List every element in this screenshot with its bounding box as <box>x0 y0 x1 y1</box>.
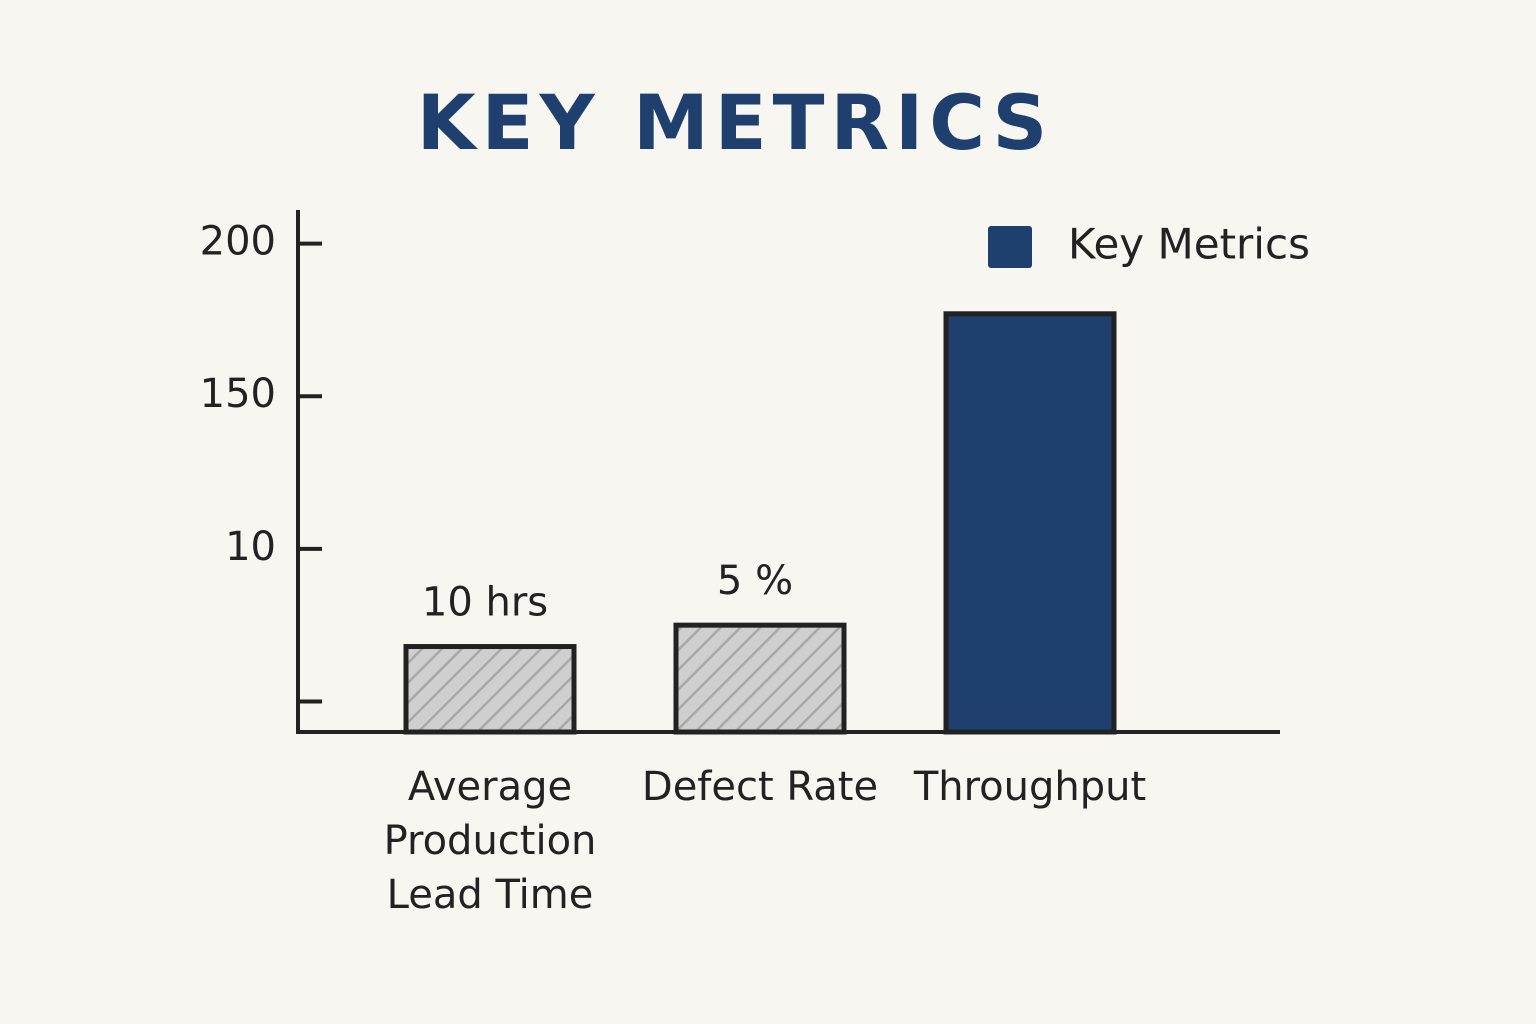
bar <box>673 622 847 735</box>
legend-swatch <box>988 226 1032 268</box>
bar <box>943 311 1117 735</box>
chart-title: KEY METRICS <box>417 78 1053 167</box>
x-tick-label: Average Production Lead Time <box>383 764 597 918</box>
x-tick-label: Defect Rate <box>641 764 879 810</box>
bar <box>403 644 577 735</box>
y-tick-label: 10 <box>225 524 276 570</box>
x-tick-label: Throughput <box>913 764 1147 810</box>
y-tick-label: 200 <box>200 219 276 265</box>
annotation: 5 % <box>717 558 793 604</box>
legend-label: Key Metrics <box>1068 220 1310 269</box>
y-tick-label: 150 <box>200 371 276 417</box>
annotation: 10 hrs <box>422 580 548 626</box>
